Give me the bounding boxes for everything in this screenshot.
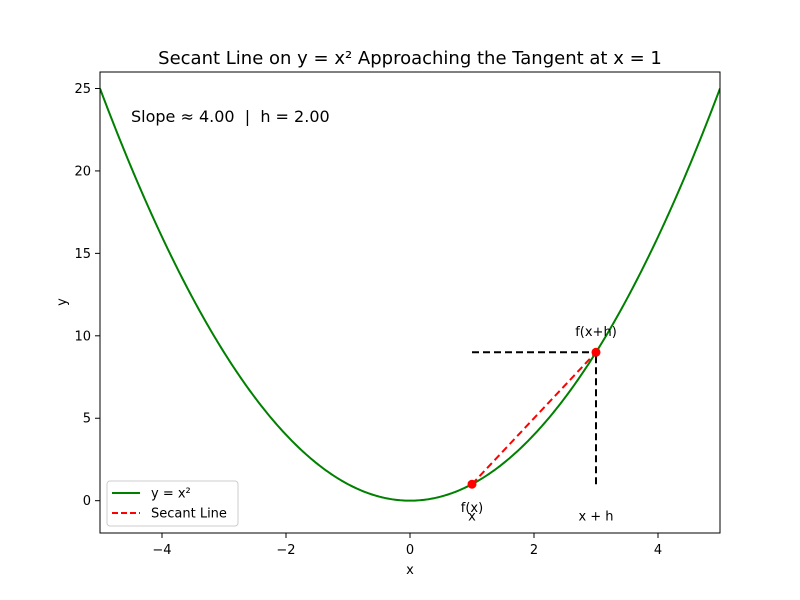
legend-label-secant: Secant Line	[151, 507, 227, 522]
x-tick-label: 2	[530, 543, 538, 558]
annotation-fxh: f(x+h)	[575, 325, 617, 340]
annotation-x: x	[468, 509, 476, 524]
x-tick-label: 4	[654, 543, 662, 558]
parabola-curve	[100, 88, 720, 502]
data-layer	[100, 88, 720, 502]
legend: y = x² Secant Line	[106, 480, 239, 527]
x-axis-label: x	[406, 563, 414, 578]
secant-line	[471, 351, 597, 485]
y-tick-label: 20	[74, 164, 91, 179]
slope-annotation: Slope ≈ 4.00 | h = 2.00	[131, 107, 330, 126]
point-annotations: f(x) f(x+h) x x + h	[461, 325, 617, 525]
x-tick-label: −2	[276, 543, 295, 558]
y-tick-label: 15	[74, 247, 91, 262]
annotation-x-plus-h: x + h	[578, 509, 613, 524]
y-axis-label: y	[55, 298, 70, 306]
x-tick-label: 0	[406, 543, 414, 558]
chart-title: Secant Line on y = x² Approaching the Ta…	[158, 48, 662, 69]
annotation-fx: f(x)	[461, 501, 483, 516]
y-tick-label: 25	[74, 82, 91, 97]
axes: −4 −2 0 2 4 0 5 10 15 20 25	[74, 71, 721, 558]
point-fx	[467, 479, 477, 489]
x-tick-label: −4	[152, 543, 171, 558]
legend-label-curve: y = x²	[151, 487, 191, 502]
plot-area	[100, 88, 720, 502]
y-tick-label: 5	[83, 412, 91, 427]
y-tick-label: 0	[83, 494, 91, 509]
y-tick-label: 10	[74, 329, 91, 344]
point-fxh	[591, 347, 601, 357]
